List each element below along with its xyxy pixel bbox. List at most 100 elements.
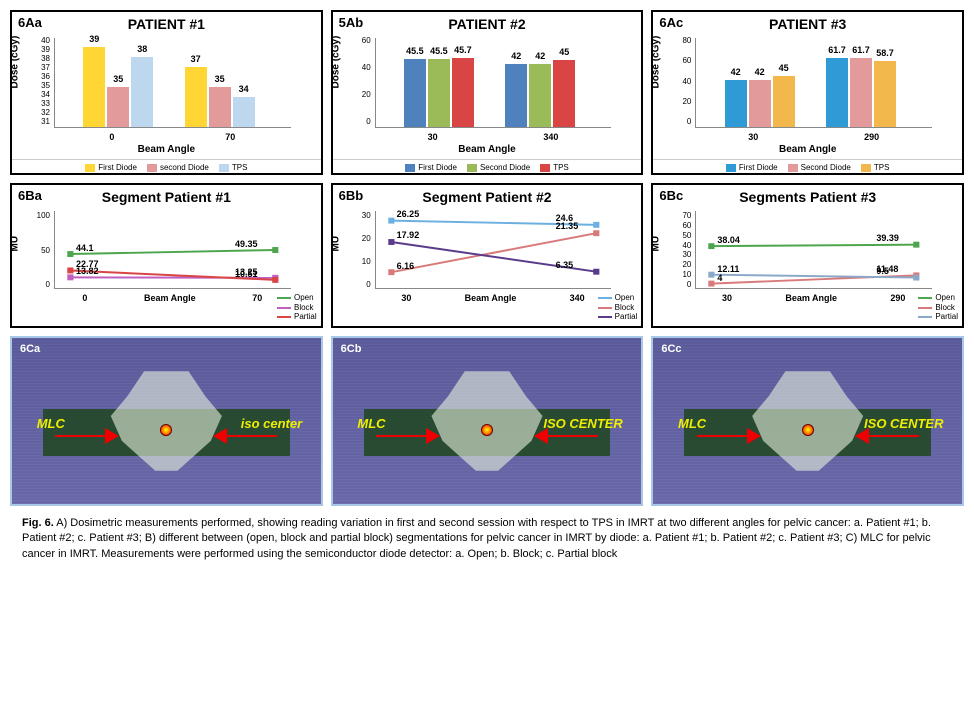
y-axis-label: Dose (cGy) bbox=[330, 35, 341, 88]
legend-label: second Diode bbox=[160, 163, 209, 172]
y-tick: 33 bbox=[24, 99, 50, 108]
line-point-label: 26.25 bbox=[397, 209, 420, 219]
x-axis-label: Beam Angle bbox=[465, 293, 517, 303]
mlc-label: MLC bbox=[357, 416, 385, 431]
x-axis-label: Beam Angle bbox=[12, 144, 321, 155]
legend-label: Block bbox=[294, 303, 314, 313]
bar: 38 bbox=[131, 57, 153, 127]
y-tick: 34 bbox=[24, 90, 50, 99]
legend-swatch bbox=[598, 307, 612, 309]
y-ticks: 40393837363534333231 bbox=[24, 36, 50, 126]
bar-chart-area: 42424561.761.758.7 bbox=[695, 38, 932, 128]
chart-legend: First Diodesecond DiodeTPS bbox=[12, 159, 321, 172]
y-tick: 50 bbox=[24, 246, 50, 255]
legend-label: Partial bbox=[294, 312, 317, 322]
y-tick: 30 bbox=[665, 250, 691, 259]
bar: 42 bbox=[725, 80, 747, 127]
x-tick: 340 bbox=[570, 293, 585, 303]
x-tick: 30 bbox=[428, 132, 438, 142]
bar-value-label: 45 bbox=[779, 63, 789, 73]
chart-title: PATIENT #3 bbox=[653, 16, 962, 32]
line-chart-panel: 6Ba Segment Patient #1 MU 100500 44.149.… bbox=[10, 183, 323, 328]
line-point-label: 39.39 bbox=[876, 233, 899, 243]
panel-id-label: 6Ac bbox=[659, 15, 683, 30]
legend-swatch bbox=[861, 164, 871, 172]
legend-item: Block bbox=[918, 303, 958, 313]
panel-id-label: 6Cc bbox=[661, 343, 681, 355]
bar-value-label: 35 bbox=[113, 74, 123, 84]
y-tick: 10 bbox=[665, 270, 691, 279]
legend-item: First Diode bbox=[726, 163, 778, 172]
panel-id-label: 6Bb bbox=[339, 188, 364, 203]
mlc-image-panel: 6Cb MLC ISO CENTER bbox=[331, 336, 644, 506]
y-axis-label: MU bbox=[651, 235, 662, 251]
legend-swatch bbox=[598, 316, 612, 318]
chart-title: PATIENT #2 bbox=[333, 16, 642, 32]
legend-label: Second Diode bbox=[801, 163, 851, 172]
bar: 45 bbox=[553, 60, 575, 128]
line-point-label: 44.1 bbox=[76, 243, 94, 253]
bar: 35 bbox=[107, 87, 129, 127]
y-ticks: 706050403020100 bbox=[665, 211, 691, 289]
legend-swatch bbox=[277, 307, 291, 309]
x-tick: 340 bbox=[543, 132, 558, 142]
mlc-label: MLC bbox=[678, 416, 706, 431]
legend-item: Block bbox=[598, 303, 638, 313]
figure-caption: Fig. 6. A) Dosimetric measurements perfo… bbox=[10, 516, 964, 562]
x-ticks: 30Beam Angle290 bbox=[695, 293, 932, 303]
panel-id-label: 6Ca bbox=[20, 343, 40, 355]
y-tick: 39 bbox=[24, 45, 50, 54]
legend-label: Block bbox=[935, 303, 955, 313]
legend-item: Open bbox=[918, 293, 958, 303]
bar: 42 bbox=[505, 64, 527, 127]
bar-group: 45.545.545.7 bbox=[404, 58, 474, 127]
bar-value-label: 42 bbox=[535, 51, 545, 61]
isocenter-label: ISO CENTER bbox=[864, 416, 943, 431]
bar-chart-area: 45.545.545.7424245 bbox=[375, 38, 612, 128]
bar-group: 393538 bbox=[83, 47, 153, 127]
legend-item: TPS bbox=[861, 163, 890, 172]
legend-label: Open bbox=[615, 293, 635, 303]
bar-group: 424245 bbox=[725, 76, 795, 127]
chart-legend: First DiodeSecond DiodeTPS bbox=[333, 159, 642, 172]
chart-legend: OpenBlockPartial bbox=[918, 293, 958, 322]
y-ticks: 806040200 bbox=[665, 36, 691, 126]
legend-label: Second Diode bbox=[480, 163, 530, 172]
legend-swatch bbox=[540, 164, 550, 172]
line-point-label: 22.77 bbox=[76, 259, 99, 269]
x-tick: 30 bbox=[722, 293, 732, 303]
y-tick: 37 bbox=[24, 63, 50, 72]
line-point-label: 12.11 bbox=[717, 264, 739, 274]
bar-chart-row: 6Aa PATIENT #1 Dose (cGy) 40393837363534… bbox=[10, 10, 964, 175]
bar-value-label: 58.7 bbox=[876, 48, 894, 58]
bar-group: 424245 bbox=[505, 60, 575, 128]
isocenter-label: iso center bbox=[241, 416, 302, 431]
line-point-label: 6.16 bbox=[397, 261, 415, 271]
bar-value-label: 45.5 bbox=[406, 46, 424, 56]
caption-figure-number: Fig. 6. bbox=[22, 517, 54, 529]
chart-legend: OpenBlockPartial bbox=[598, 293, 638, 322]
y-tick: 40 bbox=[665, 241, 691, 250]
bar-group: 373534 bbox=[185, 67, 255, 127]
legend-swatch bbox=[85, 164, 95, 172]
x-axis-label: Beam Angle bbox=[653, 144, 962, 155]
y-tick: 20 bbox=[345, 90, 371, 99]
legend-swatch bbox=[277, 316, 291, 318]
y-tick: 50 bbox=[665, 231, 691, 240]
chart-title: Segment Patient #1 bbox=[12, 189, 321, 205]
legend-item: Partial bbox=[918, 312, 958, 322]
y-ticks: 3020100 bbox=[345, 211, 371, 289]
x-tick: 0 bbox=[109, 132, 114, 142]
legend-label: TPS bbox=[553, 163, 569, 172]
y-tick: 0 bbox=[24, 280, 50, 289]
y-axis-label: MU bbox=[10, 235, 21, 251]
mlc-image-panel: 6Ca MLC iso center bbox=[10, 336, 323, 506]
chart-title: PATIENT #1 bbox=[12, 16, 321, 32]
line-chart-area: 44.149.3513.8213.2522.7710.51 bbox=[54, 211, 291, 289]
legend-item: First Diode bbox=[85, 163, 137, 172]
y-tick: 80 bbox=[665, 36, 691, 45]
bar-value-label: 38 bbox=[137, 44, 147, 54]
bar: 42 bbox=[529, 64, 551, 127]
legend-swatch bbox=[219, 164, 229, 172]
legend-label: Open bbox=[935, 293, 955, 303]
